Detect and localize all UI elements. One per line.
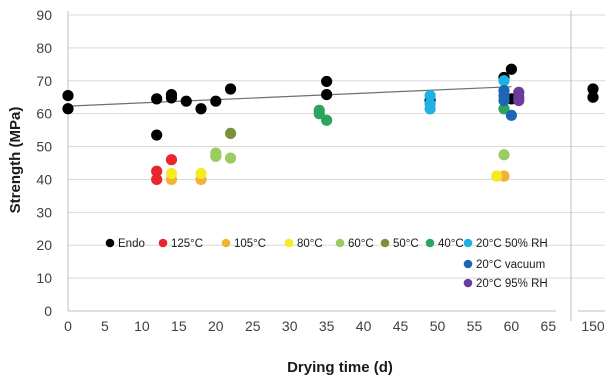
y-axis-title: Strength (MPa) (7, 107, 24, 214)
x-tick-label: 50 (430, 318, 446, 334)
legend-marker (463, 278, 473, 288)
legend-label: 20°C 95% RH (476, 278, 548, 290)
data-point (151, 165, 163, 177)
legend-marker (158, 238, 168, 248)
x-tick-label: 55 (467, 318, 483, 334)
legend-marker (380, 238, 390, 248)
x-tick-label: 45 (393, 318, 409, 334)
data-point (424, 103, 436, 115)
legend-label: 20°C vacuum (476, 259, 545, 271)
data-point (321, 114, 333, 126)
legend-label: 125°C (171, 238, 203, 250)
x-tick-label: 5 (101, 318, 109, 334)
trendline (67, 86, 512, 107)
data-point (151, 129, 163, 141)
data-point (321, 75, 333, 88)
legend-marker (463, 238, 473, 248)
x-tick-label: 15 (171, 318, 187, 334)
data-point (498, 149, 510, 161)
x-tick-label: 40 (356, 318, 372, 334)
x-tick-label: 10 (134, 318, 150, 334)
x-tick-label: 65 (541, 318, 557, 334)
axes (67, 11, 605, 321)
x-tick-label: 150 (581, 318, 605, 334)
legend-label: 50°C (393, 238, 419, 250)
data-point (224, 152, 237, 164)
legend-marker (105, 238, 115, 248)
data-point (505, 63, 517, 75)
legend-marker (284, 238, 294, 248)
legend: Endo 125°C 105°C 80°C 60°C 50°C 40°C 20°C 50% R… (105, 238, 548, 290)
data-point (587, 91, 599, 103)
data-point (210, 95, 222, 107)
data-point (62, 89, 74, 102)
data-point (498, 75, 510, 87)
data-point (165, 92, 178, 104)
legend-label: 20°C 50% RH (476, 238, 548, 250)
legend-marker (221, 238, 231, 248)
legend-label: 105°C (234, 238, 266, 250)
y-tick-label: 90 (36, 7, 52, 23)
data-point (165, 167, 178, 180)
data-point (498, 94, 510, 107)
y-tick-label: 50 (36, 139, 52, 155)
data-point (513, 94, 525, 107)
data-point (180, 95, 192, 107)
legend-label: 80°C (297, 238, 323, 250)
y-tick-label: 30 (36, 204, 52, 220)
legend-marker (335, 238, 345, 248)
data-points (62, 63, 599, 186)
x-tick-label: 35 (319, 318, 335, 334)
data-point (313, 108, 325, 120)
y-tick-label: 20 (36, 237, 52, 253)
y-tick-label: 60 (36, 106, 52, 122)
legend-label: 40°C (438, 238, 464, 250)
legend-marker (425, 238, 435, 248)
legend-marker (463, 259, 473, 269)
y-tick-label: 10 (36, 270, 52, 286)
x-axis-title: Drying time (d) (287, 359, 393, 376)
data-point (498, 103, 510, 115)
data-point (491, 170, 503, 182)
data-point (210, 150, 222, 163)
y-tick-label: 0 (44, 303, 52, 319)
data-point (224, 83, 237, 95)
data-point (505, 109, 517, 121)
legend-label: 60°C (348, 238, 374, 250)
data-point (587, 83, 599, 95)
x-tick-label: 60 (504, 318, 520, 334)
y-tick-label: 70 (36, 73, 52, 89)
data-point (151, 173, 163, 186)
y-tick-label: 80 (36, 40, 52, 56)
x-tick-label: 0 (64, 318, 72, 334)
x-axis-tick-labels: 0 5 10 15 20 25 30 35 40 45 50 55 60 65 150 (64, 318, 605, 334)
data-point (62, 103, 74, 115)
data-point (165, 154, 178, 166)
data-point (151, 93, 163, 105)
legend-label: Endo (118, 238, 145, 250)
x-tick-label: 30 (282, 318, 298, 334)
y-axis-tick-labels: 0 10 20 30 40 50 60 70 80 90 (36, 7, 52, 319)
data-point (224, 127, 237, 139)
y-tick-label: 40 (36, 171, 52, 187)
x-tick-label: 20 (208, 318, 224, 334)
data-point (195, 167, 207, 180)
trendline-group (67, 86, 512, 107)
data-point (424, 89, 436, 102)
x-tick-label: 25 (245, 318, 261, 334)
data-point (195, 103, 207, 115)
data-point (321, 88, 333, 101)
